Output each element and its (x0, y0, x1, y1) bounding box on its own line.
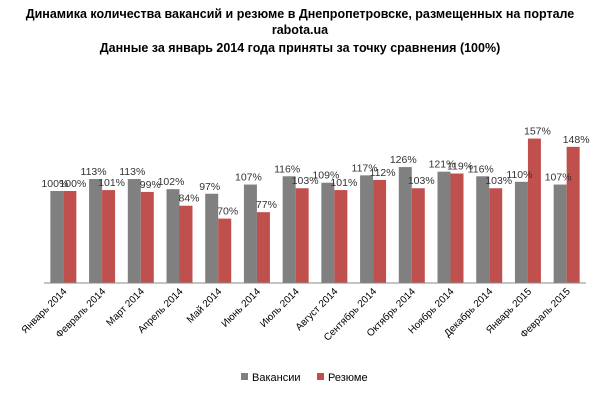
data-label-resumes: 103% (485, 175, 512, 187)
data-label-resumes: 77% (256, 199, 277, 211)
data-label-resumes: 112% (370, 167, 396, 179)
data-label-resumes: 70% (217, 206, 238, 218)
chart-subtitle: Данные за январь 2014 года приняты за то… (99, 41, 501, 55)
bar-vacancies (321, 182, 335, 283)
data-label-vacancies: 113% (81, 166, 107, 178)
legend-label-resumes: Резюме (328, 372, 368, 384)
bar-vacancies (50, 191, 64, 283)
bar-vacancies (360, 175, 374, 283)
data-label-resumes: 119% (447, 161, 473, 173)
legend-swatch-resumes (317, 373, 324, 380)
x-tick-label: Июнь 2014 (220, 286, 264, 330)
bar-vacancies (205, 193, 219, 283)
data-label-resumes: 148% (563, 134, 590, 146)
data-label-vacancies: 116% (274, 163, 300, 175)
bar-resumes (102, 190, 116, 283)
bar-vacancies (127, 179, 141, 283)
bar-resumes (256, 212, 270, 283)
data-label-vacancies: 116% (468, 163, 494, 175)
bar-resumes (295, 188, 309, 283)
legend-swatch-vacancies (241, 373, 248, 380)
data-label-resumes: 84% (178, 193, 199, 205)
bar-resumes (63, 191, 77, 283)
bar-resumes (411, 188, 425, 283)
bar-resumes (489, 188, 503, 283)
bar-resumes (373, 179, 387, 283)
data-label-resumes: 103% (292, 175, 319, 187)
bars-layer (50, 138, 580, 283)
bar-vacancies (514, 181, 528, 283)
bar-vacancies (89, 179, 103, 283)
data-label-resumes: 157% (524, 126, 551, 138)
data-labels-layer: 100%100%113%101%113%99%102%84%97%70%107%… (41, 126, 589, 218)
chart-title: Динамика количества вакансий и резюме в … (25, 7, 575, 37)
x-tick-label: Май 2014 (185, 286, 225, 326)
bar-vacancies (282, 176, 296, 283)
data-label-vacancies: 109% (312, 170, 339, 182)
bar-vacancies (437, 171, 451, 283)
data-label-vacancies: 107% (235, 172, 262, 184)
data-label-vacancies: 126% (390, 154, 417, 166)
bar-resumes (527, 138, 541, 283)
bar-vacancies (476, 176, 490, 283)
data-label-vacancies: 117% (352, 162, 378, 174)
data-label-vacancies: 110% (506, 169, 532, 181)
bar-vacancies (553, 184, 567, 283)
data-label-resumes: 103% (408, 175, 435, 187)
bar-vacancies (166, 189, 180, 283)
data-label-vacancies: 102% (158, 176, 185, 188)
data-label-vacancies: 121% (429, 159, 456, 171)
data-label-resumes: 100% (59, 178, 86, 190)
legend: Вакансии Резюме (241, 372, 368, 384)
bar-vacancies (398, 167, 412, 283)
bar-resumes (450, 173, 464, 283)
data-label-resumes: 99% (140, 179, 161, 191)
data-label-resumes: 101% (330, 177, 357, 189)
data-label-vacancies: 107% (545, 172, 572, 184)
data-label-vacancies: 113% (119, 166, 145, 178)
bar-vacancies (243, 184, 257, 283)
bar-resumes (179, 205, 193, 283)
bar-resumes (140, 191, 154, 283)
bar-resumes (566, 146, 580, 283)
legend-label-vacancies: Вакансии (252, 372, 301, 384)
data-label-vacancies: 100% (41, 178, 68, 190)
bar-resumes (218, 218, 232, 283)
chart-title-block: Динамика количества вакансий и резюме в … (0, 6, 600, 56)
bar-resumes (334, 190, 348, 283)
data-label-resumes: 101% (98, 177, 125, 189)
data-label-vacancies: 97% (199, 181, 220, 193)
